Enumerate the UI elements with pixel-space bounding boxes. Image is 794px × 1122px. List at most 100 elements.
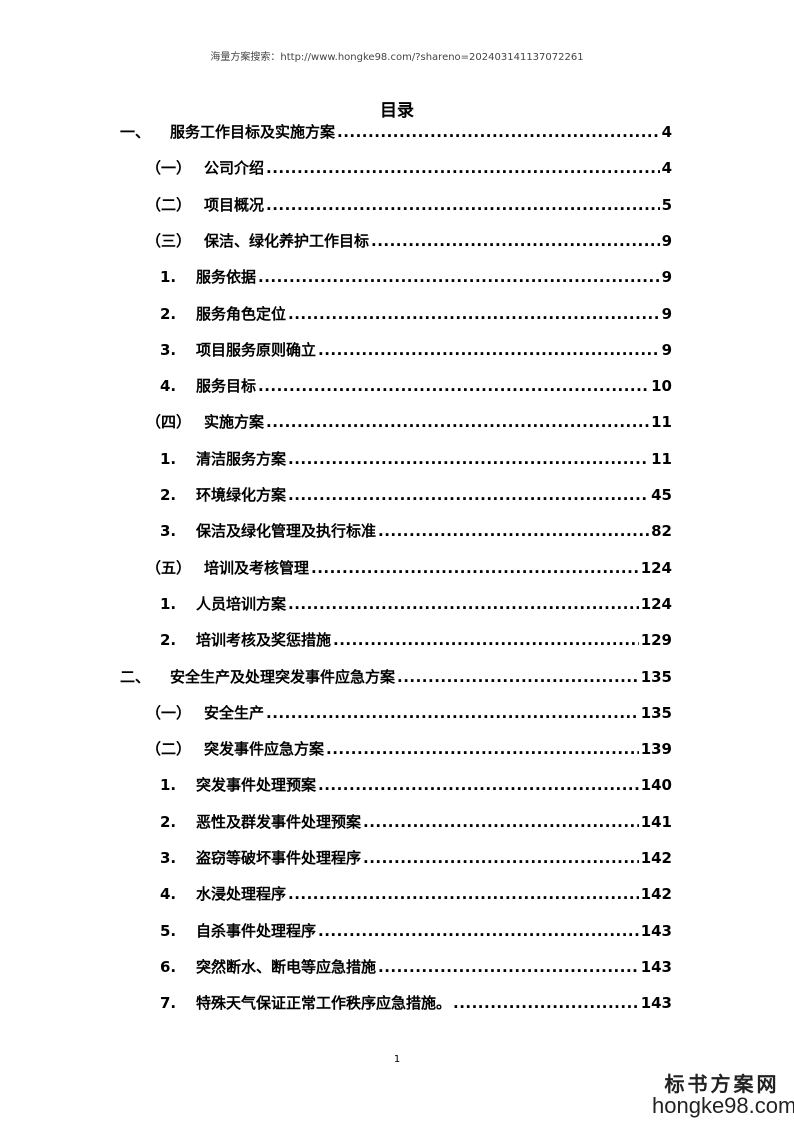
dot-leader (288, 885, 639, 903)
toc-entry[interactable]: 6. 突然断水、断电等应急措施 143 (160, 956, 672, 980)
toc-entry-title: 项目概况 (204, 195, 265, 214)
toc-entry[interactable]: （四） 实施方案 11 (146, 411, 672, 435)
dot-leader (378, 958, 639, 976)
toc-entry[interactable]: （三） 保洁、绿化养护工作目标 9 (146, 230, 672, 254)
toc-entry-title: 公司介绍 (204, 159, 265, 178)
toc-entry-page: 10 (651, 377, 672, 396)
dot-leader (378, 522, 649, 540)
toc-entry[interactable]: 3. 保洁及绿化管理及执行标准 82 (160, 520, 672, 544)
toc-entry[interactable]: 5. 自杀事件处理程序 143 (160, 920, 672, 944)
toc-entry-title: 服务工作目标及实施方案 (170, 123, 336, 141)
toc-entry-title: 突发事件应急方案 (204, 740, 325, 759)
toc-entry-page: 9 (661, 304, 672, 323)
toc-entry-title: 清洁服务方案 (196, 449, 287, 468)
page-number: 1 (393, 1054, 401, 1065)
toc-entry-number: 2. (160, 304, 177, 323)
toc-entry-number: 6. (160, 957, 177, 976)
toc-entry[interactable]: （五） 培训及考核管理 124 (146, 557, 672, 581)
toc-entry-page: 45 (651, 486, 672, 504)
toc-entry-page: 143 (640, 957, 672, 976)
toc-entry[interactable]: 2. 环境绿化方案 45 (160, 484, 672, 508)
toc-entry-number: （一） (146, 159, 192, 178)
toc-entry-title: 恶性及群发事件处理预案 (196, 812, 362, 831)
watermark-line2: hongke98.com (652, 1093, 794, 1118)
toc-entry-number: 4. (160, 377, 177, 396)
toc-entry-title: 人员培训方案 (196, 594, 287, 613)
toc-entry[interactable]: 二、安全生产及处理突发事件应急方案 135 (120, 666, 672, 690)
toc-entry-title: 盗窃等破坏事件处理程序 (196, 849, 362, 867)
toc-entry[interactable]: 1. 人员培训方案 124 (160, 593, 672, 617)
toc-entry[interactable]: 3. 项目服务原则确立 9 (160, 339, 672, 363)
toc-entry-title: 自杀事件处理程序 (196, 921, 317, 940)
dot-leader (266, 196, 660, 214)
toc-entry-number: （二） (146, 195, 192, 214)
toc-entry-title: 突然断水、断电等应急措施 (196, 957, 377, 976)
toc-entry-title: 实施方案 (204, 413, 265, 432)
toc-entry-page: 129 (640, 631, 672, 650)
toc-entry-title: 安全生产 (204, 703, 265, 722)
dot-leader (337, 123, 660, 141)
toc-entry[interactable]: （一） 公司介绍 4 (146, 157, 672, 181)
toc-entry-page: 124 (640, 594, 672, 613)
toc-entry-title: 项目服务原则确立 (196, 340, 317, 359)
toc-entry-page: 9 (661, 340, 672, 359)
toc-entry-number: 1. (160, 776, 177, 795)
toc-entry-title: 培训考核及奖惩措施 (196, 631, 332, 650)
dot-leader (311, 559, 639, 577)
dot-leader (258, 268, 660, 286)
toc-entry-number: 5. (160, 921, 177, 940)
toc-entry-page: 135 (640, 667, 672, 686)
toc-entry-number: 7. (160, 994, 177, 1013)
dot-leader (288, 595, 639, 613)
toc-entry-page: 5 (661, 195, 672, 214)
toc-entry-number: 2. (160, 631, 177, 650)
toc-entry[interactable]: 1. 突发事件处理预案 140 (160, 774, 672, 798)
toc-entry[interactable]: 4. 水浸处理程序 142 (160, 883, 672, 907)
toc-entry[interactable]: 1. 清洁服务方案 11 (160, 448, 672, 472)
toc-entry-page: 4 (661, 123, 672, 141)
dot-leader (288, 305, 660, 323)
toc-entry[interactable]: 2. 培训考核及奖惩措施 129 (160, 629, 672, 653)
toc-entry-number: 1. (160, 449, 177, 468)
header-search-link[interactable]: 海量方案搜索：http://www.hongke98.com/?shareno=… (210, 52, 584, 63)
toc-entry[interactable]: 一、 服务工作目标及实施方案 4 (120, 121, 672, 145)
toc-entry-number: （四） (146, 413, 192, 432)
toc-entry-number: 一、 (120, 123, 151, 141)
toc-entry-title: 培训及考核管理 (204, 558, 310, 577)
toc-entry-number: 3. (160, 340, 177, 359)
toc-entry-title: 服务目标 (196, 377, 257, 396)
dot-leader (258, 377, 649, 395)
toc-entry-page: 143 (640, 921, 672, 940)
toc-entry-page: 9 (661, 268, 672, 287)
toc-entry-title: 环境绿化方案 (196, 486, 287, 504)
toc-entry[interactable]: （二） 突发事件应急方案 139 (146, 738, 672, 762)
toc-entry[interactable]: （一） 安全生产 135 (146, 702, 672, 726)
toc-entry-page: 140 (640, 776, 672, 795)
toc-entry-number: 二、 (120, 667, 151, 686)
dot-leader (397, 668, 639, 686)
toc-entry[interactable]: 2. 服务角色定位 9 (160, 303, 672, 327)
toc-entry[interactable]: 4. 服务目标 10 (160, 375, 672, 399)
dot-leader (288, 450, 649, 468)
toc-entry[interactable]: 3. 盗窃等破坏事件处理程序 142 (160, 847, 672, 871)
toc-entry-page: 82 (651, 522, 672, 541)
toc-entry-title: 特殊天气保证正常工作秩序应急措施。 (196, 994, 452, 1013)
toc-entry[interactable]: 2. 恶性及群发事件处理预案 141 (160, 811, 672, 835)
toc-entry-number: 1. (160, 268, 177, 287)
dot-leader (266, 704, 639, 722)
toc-entry-number: 3. (160, 522, 177, 541)
toc-entry-title: 保洁及绿化管理及执行标准 (196, 522, 377, 541)
dot-leader (333, 631, 639, 649)
toc-entry-number: （一） (146, 703, 192, 722)
toc-entry-page: 142 (640, 885, 672, 904)
toc-entry[interactable]: （二） 项目概况 5 (146, 194, 672, 218)
toc-entry-number: （二） (146, 740, 192, 759)
toc-entry-number: 1. (160, 594, 177, 613)
toc-entry[interactable]: 7. 特殊天气保证正常工作秩序应急措施。 143 (160, 992, 672, 1016)
toc-entry-number: 4. (160, 885, 177, 904)
dot-leader (318, 341, 660, 359)
toc-entry[interactable]: 1. 服务依据 9 (160, 266, 672, 290)
toc-entry-number: （五） (146, 558, 192, 577)
toc-entry-page: 143 (640, 994, 672, 1013)
